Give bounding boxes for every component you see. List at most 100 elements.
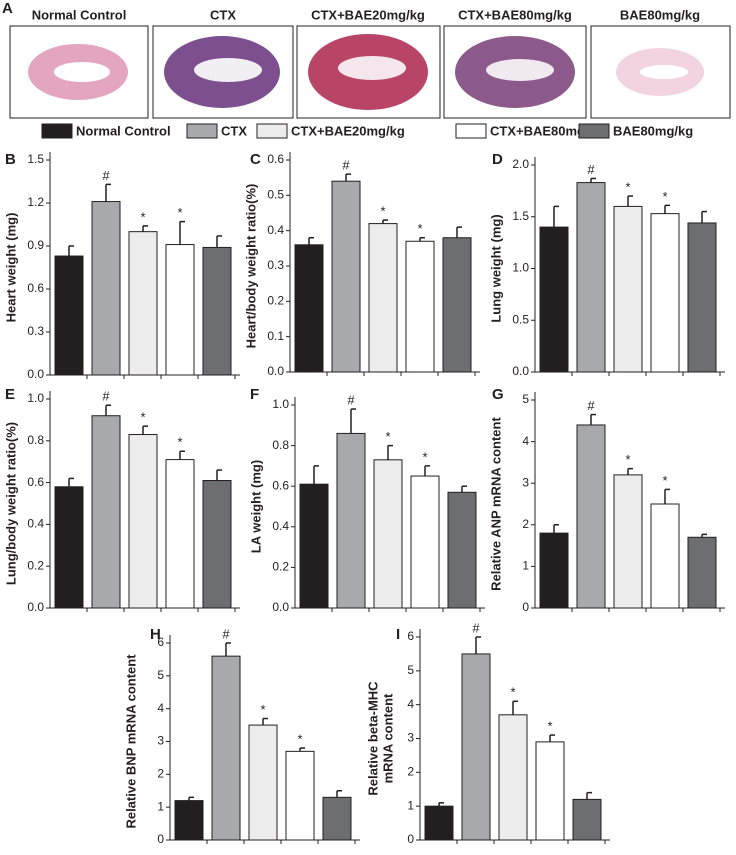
- y-tick-label: 0.0: [272, 600, 289, 614]
- bar: [535, 741, 565, 841]
- significance-mark: *: [662, 189, 667, 204]
- bar: [174, 800, 204, 841]
- y-axis-label: Relative ANP mRNA content: [488, 417, 503, 591]
- legend-label: CTX+BAE20mg/kg: [291, 123, 405, 138]
- y-axis-label: Relative BNP mRNA content: [123, 654, 138, 829]
- tissue: [640, 65, 688, 79]
- panel-letter: D: [492, 151, 503, 168]
- y-tick-label: 0.3: [267, 258, 284, 272]
- y-tick-label: 5: [157, 668, 164, 682]
- y-tick-label: 0.9: [27, 238, 44, 252]
- bar: [91, 201, 121, 376]
- y-tick-label: 1: [407, 798, 414, 812]
- y-tick-label: 1.5: [512, 209, 529, 223]
- significance-mark: *: [417, 221, 422, 236]
- legend-label: Normal Control: [76, 123, 171, 138]
- y-tick-label: 0.0: [27, 367, 44, 381]
- y-tick-label: 0: [407, 832, 414, 846]
- y-tick-label: 0.6: [27, 475, 44, 489]
- y-tick-label: 0.8: [27, 433, 44, 447]
- significance-mark: #: [102, 168, 110, 183]
- y-tick-label: 0.2: [267, 294, 284, 308]
- bar: [650, 503, 680, 609]
- significance-mark: #: [472, 620, 480, 635]
- tissue: [54, 62, 110, 82]
- bar: [331, 180, 361, 373]
- y-axis-label: Relative beta-MHC: [365, 681, 380, 796]
- bar: [202, 246, 232, 376]
- significance-mark: *: [140, 410, 145, 425]
- y-tick-label: 0.3: [27, 324, 44, 338]
- significance-mark: *: [140, 209, 145, 224]
- significance-mark: *: [380, 204, 385, 219]
- bar: [336, 432, 366, 609]
- panel-letter: G: [492, 386, 504, 403]
- y-tick-label: 0.4: [267, 223, 284, 237]
- tissue: [194, 58, 262, 82]
- legend-swatch: [455, 123, 487, 139]
- image-label: CTX: [210, 7, 236, 22]
- y-tick-label: 0.2: [27, 558, 44, 572]
- significance-mark: #: [587, 162, 595, 177]
- bar: [539, 532, 569, 609]
- y-axis-label: Lung weight (mg): [488, 214, 503, 322]
- y-tick-label: 1.0: [512, 261, 529, 275]
- bar: [165, 244, 195, 376]
- bar: [613, 474, 643, 609]
- y-tick-label: 6: [407, 629, 414, 643]
- significance-mark: *: [422, 449, 427, 464]
- y-tick-label: 0.4: [27, 517, 44, 531]
- y-tick-label: 0: [522, 600, 529, 614]
- significance-mark: *: [177, 435, 182, 450]
- bar: [650, 213, 680, 373]
- y-tick-label: 2: [522, 517, 529, 531]
- image-label: CTX+BAE80mg/kg: [458, 7, 572, 22]
- histology-images: [9, 25, 731, 119]
- legend-label: CTX+BAE80mg/kg: [490, 123, 604, 138]
- bar: [572, 798, 602, 841]
- y-axis-label: Heart weight (mg): [3, 213, 18, 323]
- bar: [461, 653, 491, 841]
- bar: [447, 491, 477, 609]
- y-tick-label: 1.0: [272, 397, 289, 411]
- y-tick-label: 5: [522, 392, 529, 406]
- legend-label: CTX: [221, 123, 247, 138]
- significance-mark: *: [297, 732, 302, 747]
- bar: [687, 536, 717, 609]
- y-tick-label: 5: [407, 663, 414, 677]
- bar: [424, 805, 454, 841]
- y-tick-label: 2: [407, 765, 414, 779]
- y-tick-label: 0.4: [272, 519, 289, 533]
- image-label: CTX+BAE20mg/kg: [311, 7, 425, 22]
- y-tick-label: 0.0: [27, 600, 44, 614]
- y-tick-label: 3: [407, 731, 414, 745]
- significance-mark: #: [222, 626, 230, 641]
- significance-mark: *: [260, 702, 265, 717]
- y-axis-label: mRNA content: [380, 693, 395, 783]
- y-tick-label: 0.5: [267, 188, 284, 202]
- tissue: [338, 56, 406, 80]
- significance-mark: *: [625, 452, 630, 467]
- panel-letter: E: [5, 386, 15, 403]
- y-tick-label: 0.8: [272, 438, 289, 452]
- bar: [202, 480, 232, 609]
- y-tick-label: 1.5: [27, 152, 44, 166]
- bar: [613, 205, 643, 373]
- panel-letter: F: [250, 386, 259, 403]
- bar: [128, 231, 158, 376]
- bar: [285, 750, 315, 841]
- panel-letter: H: [150, 626, 161, 643]
- y-tick-label: 0.0: [512, 364, 529, 378]
- y-tick-label: 1.0: [27, 391, 44, 405]
- image-label: Normal Control: [32, 7, 127, 22]
- y-tick-label: 0.1: [267, 329, 284, 343]
- legend-swatch: [256, 123, 288, 139]
- bar: [539, 226, 569, 373]
- bar: [442, 237, 472, 373]
- y-axis-label: Lung/body weight ratio(%): [3, 422, 18, 585]
- significance-mark: #: [347, 392, 355, 407]
- legend-swatch: [186, 123, 218, 139]
- bar: [687, 222, 717, 373]
- y-tick-label: 2: [157, 767, 164, 781]
